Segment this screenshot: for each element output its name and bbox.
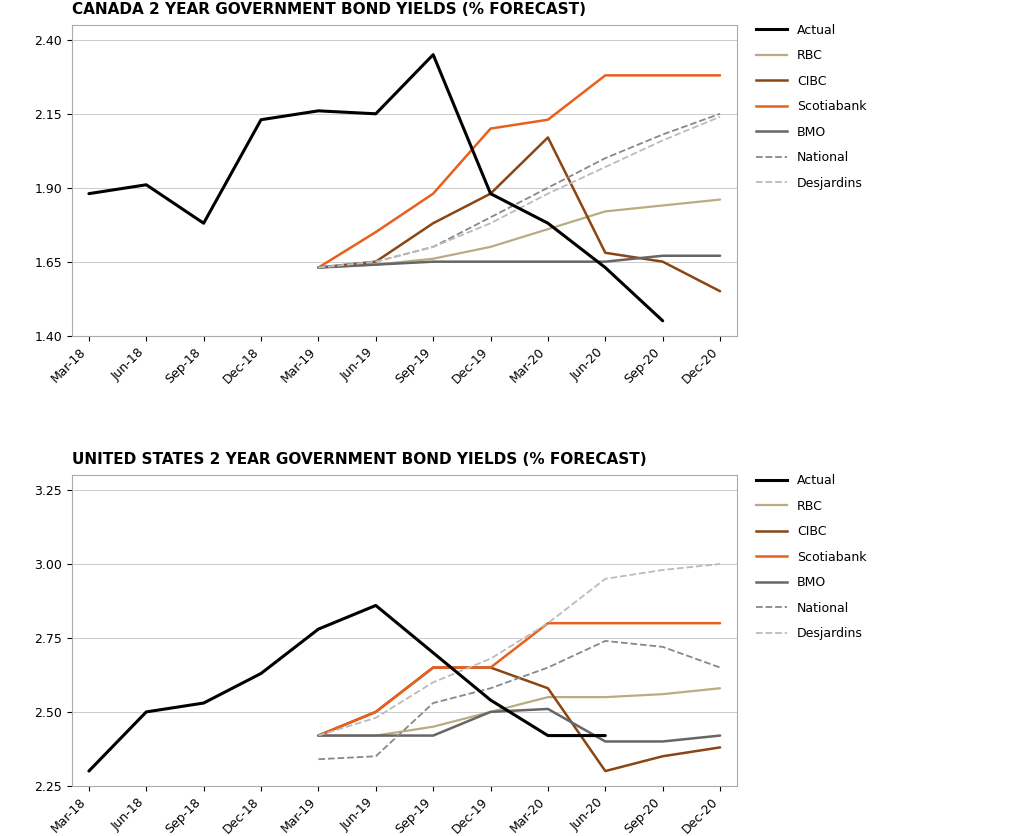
Legend: Actual, RBC, CIBC, Scotiabank, BMO, National, Desjardins: Actual, RBC, CIBC, Scotiabank, BMO, Nati… <box>751 19 871 195</box>
Legend: Actual, RBC, CIBC, Scotiabank, BMO, National, Desjardins: Actual, RBC, CIBC, Scotiabank, BMO, Nati… <box>751 469 871 645</box>
Text: CANADA 2 YEAR GOVERNMENT BOND YIELDS (% FORECAST): CANADA 2 YEAR GOVERNMENT BOND YIELDS (% … <box>72 2 586 17</box>
Text: UNITED STATES 2 YEAR GOVERNMENT BOND YIELDS (% FORECAST): UNITED STATES 2 YEAR GOVERNMENT BOND YIE… <box>72 452 646 467</box>
